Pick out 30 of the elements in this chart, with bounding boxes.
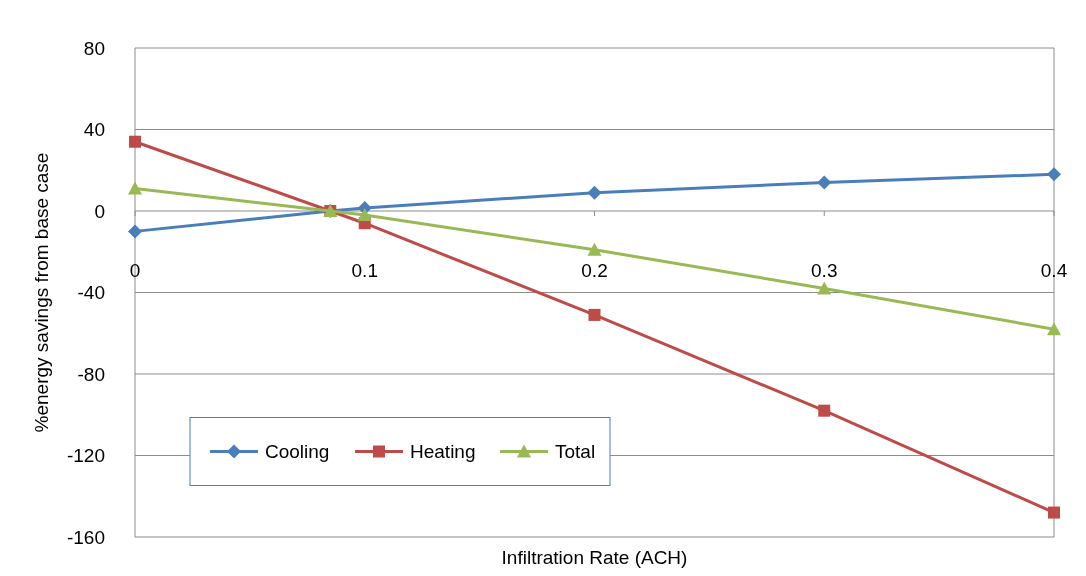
x-tick-label: 0.4 — [1040, 260, 1068, 281]
point — [587, 242, 602, 256]
point — [128, 224, 142, 239]
legend-label: Heating — [410, 441, 476, 463]
y-tick-label: 80 — [83, 37, 105, 59]
x-tick-label: 0.2 — [581, 260, 608, 281]
legend-label: Total — [555, 441, 596, 463]
point — [817, 175, 832, 190]
legend-label: Cooling — [265, 441, 330, 463]
y-tick-label: -40 — [77, 282, 105, 304]
point — [128, 181, 142, 195]
x-axis-title: Infiltration Rate (ACH) — [501, 547, 688, 568]
x-tick-label: 0.3 — [811, 260, 838, 281]
point — [1047, 167, 1061, 182]
y-tick-label: -160 — [66, 526, 105, 548]
y-tick-label: -120 — [66, 445, 105, 467]
point — [818, 404, 831, 417]
point — [129, 135, 141, 148]
y-tick-label: 0 — [94, 200, 105, 222]
point — [588, 308, 601, 321]
point — [817, 281, 832, 295]
point — [587, 185, 602, 200]
x-tick-label: 0.1 — [351, 260, 378, 281]
point — [1047, 322, 1061, 336]
y-tick-label: -80 — [77, 363, 105, 385]
x-tick-label: 0 — [129, 260, 141, 281]
y-tick-label: 40 — [83, 119, 105, 141]
point — [357, 208, 372, 222]
y-axis-title: %energy savings from base case — [31, 152, 52, 433]
point — [1048, 506, 1060, 519]
